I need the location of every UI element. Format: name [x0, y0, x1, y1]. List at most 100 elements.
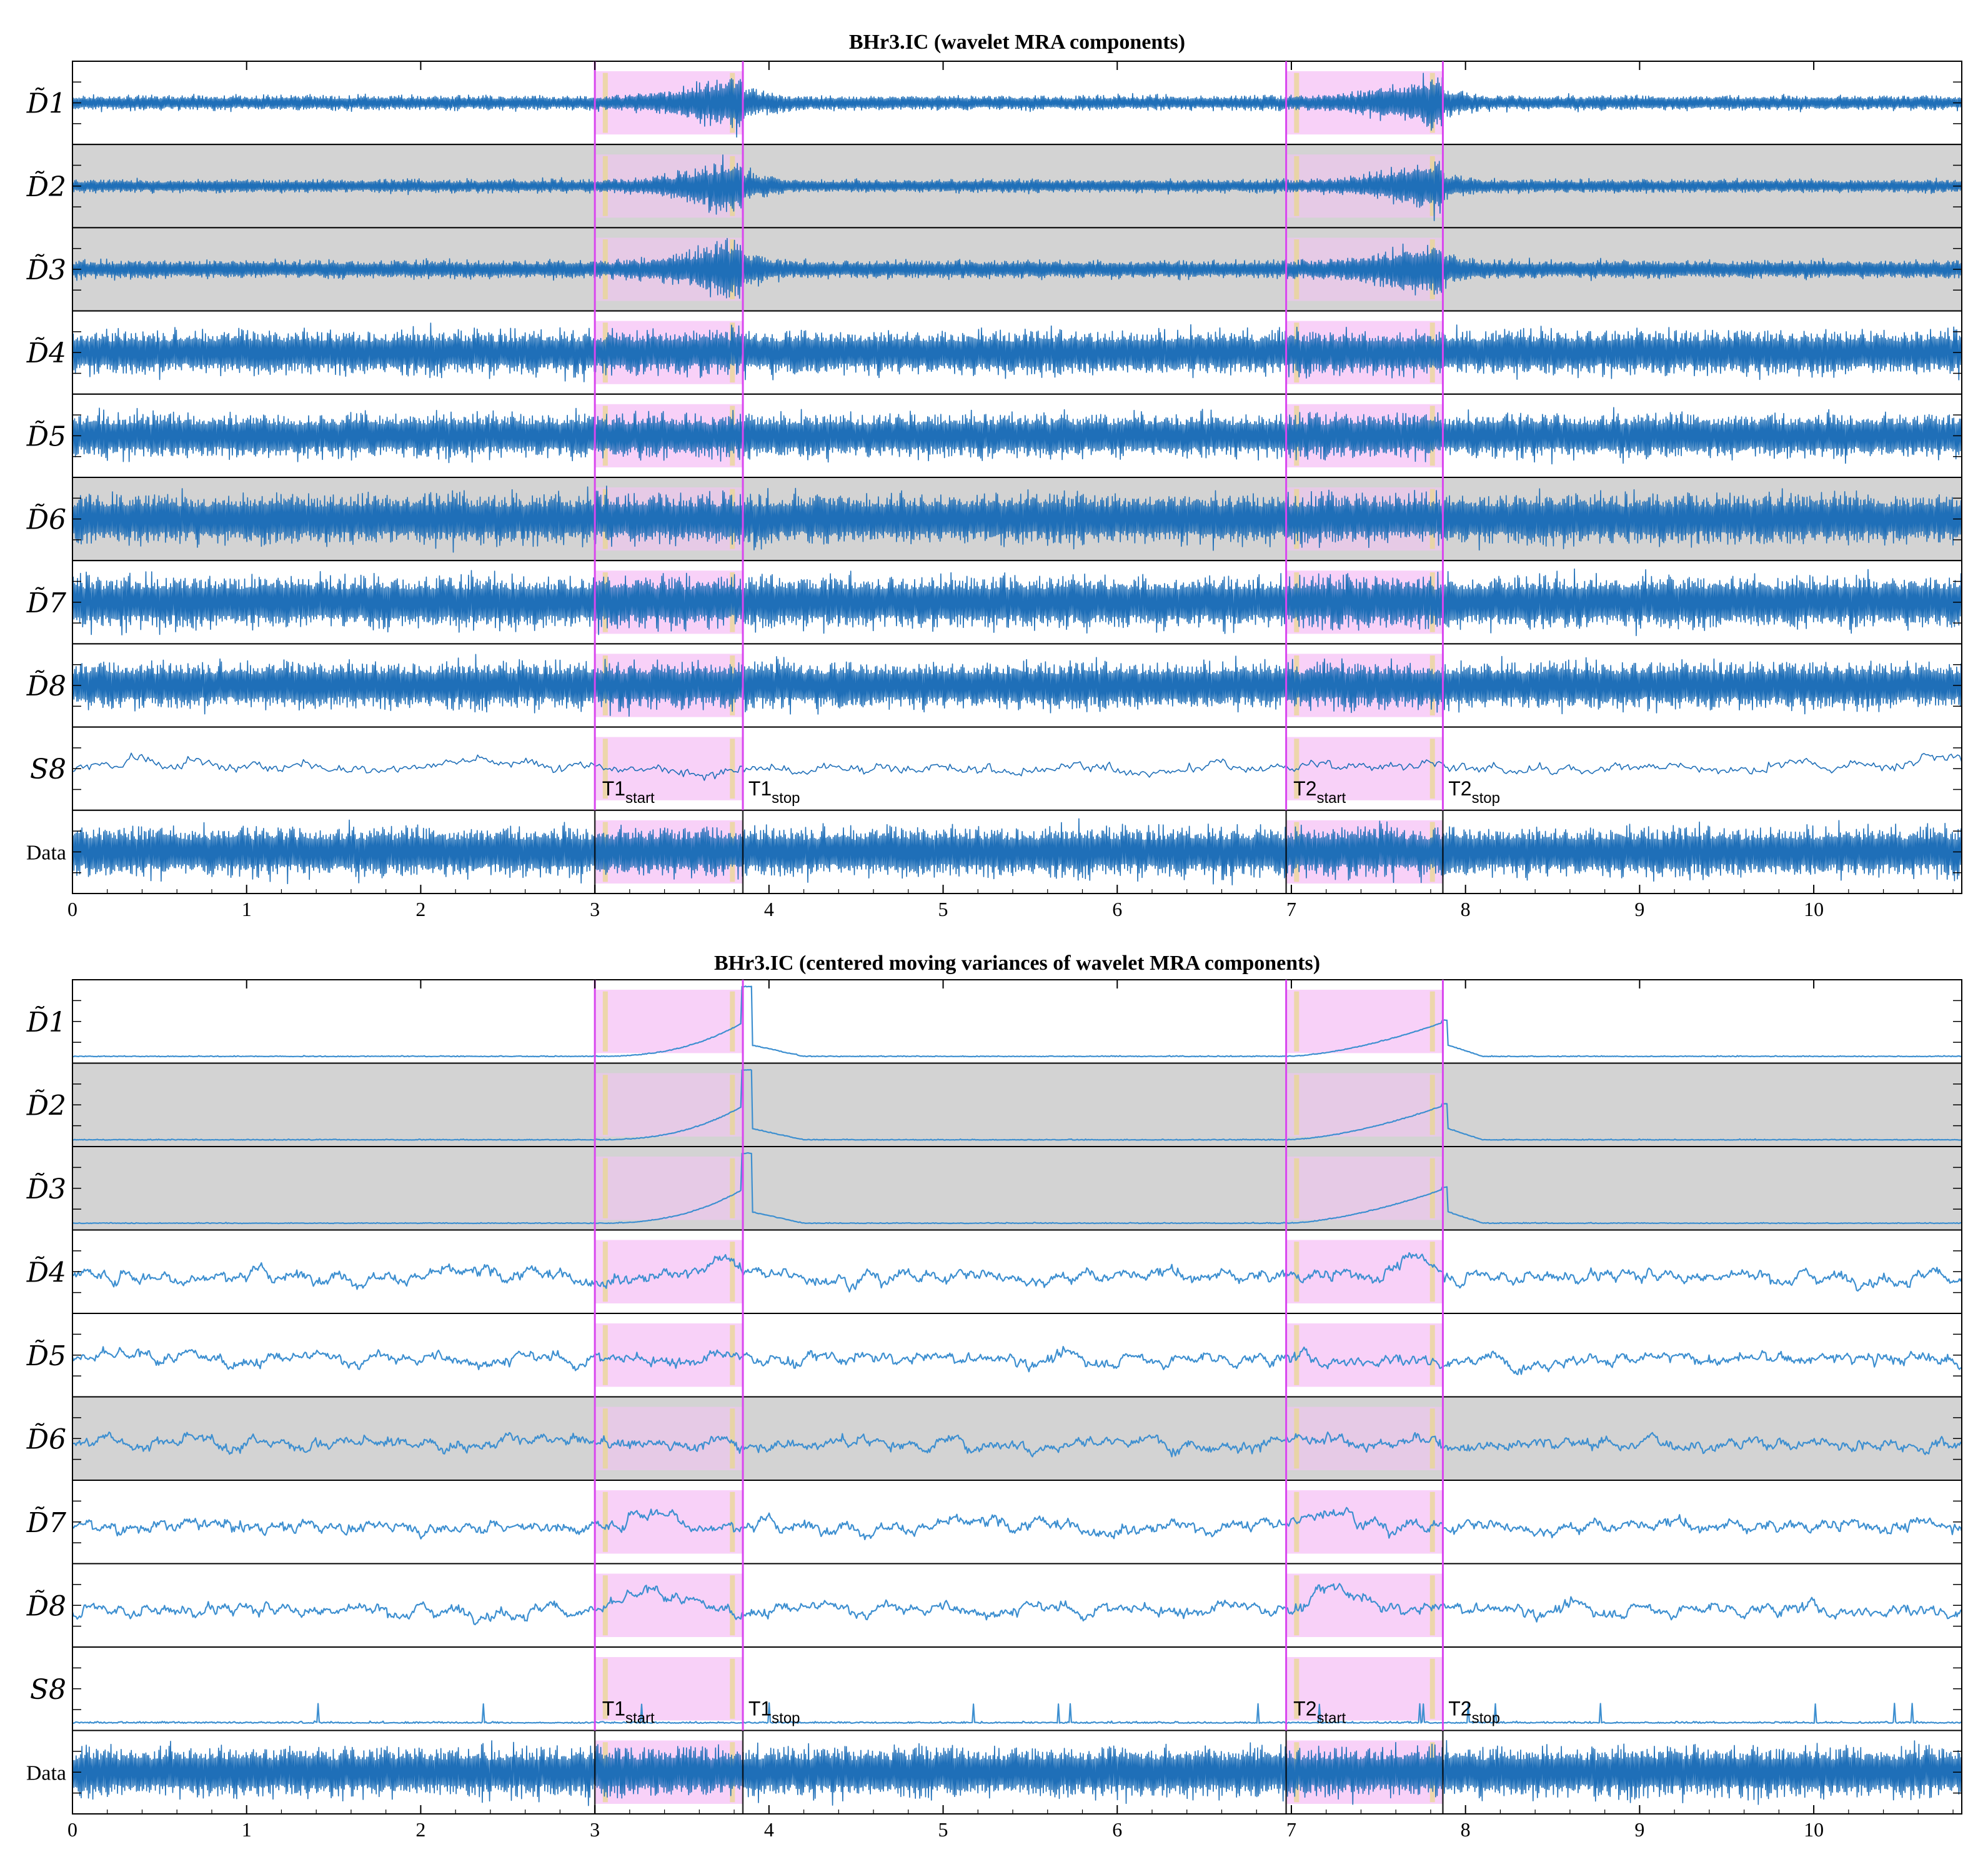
event-marker — [730, 1575, 735, 1636]
row-2: D̃2 — [26, 1062, 1962, 1147]
row-7: D̃7 — [26, 560, 1962, 645]
series-line — [72, 752, 1962, 781]
row-6: D̃6 — [26, 477, 1962, 562]
series-line — [72, 1152, 1962, 1225]
event-marker — [730, 739, 735, 799]
row-label: S8 — [30, 1674, 66, 1706]
mra-components-figure: BHr3.IC (wavelet MRA components) D̃1 D̃2 D̃… — [26, 31, 1962, 920]
series-line — [72, 568, 1962, 637]
row-7: D̃7 — [26, 1480, 1963, 1565]
series-line — [72, 654, 1962, 717]
x-tick-label: 1 — [242, 1818, 252, 1841]
event-marker — [1429, 739, 1435, 799]
x-tick-label: 4 — [764, 1818, 774, 1841]
row-background — [72, 1396, 1962, 1480]
event-marker — [1429, 1158, 1435, 1218]
row-label: D̃5 — [26, 1339, 66, 1372]
series-line — [72, 154, 1962, 221]
row-label: D̃6 — [26, 1422, 66, 1455]
event-marker — [1429, 1075, 1435, 1135]
row-label: D̃2 — [26, 1088, 66, 1122]
x-tick-label: 6 — [1112, 1818, 1122, 1841]
series-line — [72, 1431, 1962, 1458]
row-label: D̃5 — [26, 419, 66, 452]
series-line — [72, 72, 1962, 138]
highlight-region — [595, 1490, 743, 1554]
series-line — [72, 985, 1962, 1058]
event-label: T1stop — [748, 1697, 800, 1726]
row-label: D̃7 — [26, 1506, 66, 1539]
x-tick-label: 0 — [67, 1818, 77, 1841]
row-label: D̃6 — [26, 503, 66, 536]
event-marker — [730, 1408, 735, 1469]
row-label: Data — [26, 1761, 66, 1785]
event-marker — [1429, 1491, 1435, 1552]
row-2: D̃2 — [26, 144, 1962, 229]
series-line — [72, 1068, 1962, 1141]
event-label: T1start — [602, 777, 655, 807]
event-label: T1stop — [748, 777, 800, 807]
x-tick-label: 6 — [1112, 898, 1122, 920]
x-tick-label: 9 — [1634, 898, 1644, 920]
event-marker — [602, 1491, 608, 1552]
highlight-region — [1286, 1490, 1443, 1554]
event-marker — [1429, 991, 1435, 1052]
series-line — [72, 237, 1962, 299]
highlight-region — [1286, 1573, 1443, 1637]
x-tick-label: 0 — [67, 898, 77, 920]
highlight-region — [595, 737, 743, 800]
event-label: T2stop — [1448, 1697, 1500, 1726]
event-marker — [1294, 1158, 1300, 1218]
x-tick-label: 8 — [1461, 1818, 1471, 1841]
row-background — [72, 1647, 1962, 1731]
series-line — [72, 407, 1962, 465]
series-line — [72, 322, 1962, 382]
series-line — [71, 1583, 1962, 1626]
event-marker — [1294, 1408, 1300, 1469]
highlight-region — [595, 1240, 743, 1303]
row-label: D̃8 — [26, 669, 66, 702]
row-label: D̃1 — [26, 1005, 66, 1038]
chart-title: BHr3.IC (wavelet MRA components) — [849, 31, 1185, 54]
highlight-region — [1286, 1073, 1443, 1137]
highlight-region — [1286, 1657, 1443, 1721]
event-label: T2start — [1293, 1697, 1346, 1726]
event-marker — [730, 1325, 735, 1385]
row-background — [72, 727, 1962, 810]
row-4: D̃4 — [26, 310, 1962, 395]
highlight-region — [595, 1573, 743, 1637]
series-line — [72, 485, 1962, 553]
event-marker — [1429, 1658, 1435, 1719]
series-line — [72, 1506, 1963, 1540]
highlight-region — [1286, 990, 1443, 1053]
x-tick-label: 2 — [415, 898, 425, 920]
row-background — [72, 1563, 1962, 1647]
x-tick-label: 2 — [415, 1818, 425, 1841]
row-label: D̃2 — [26, 170, 66, 203]
row-8: D̃8 — [26, 1563, 1962, 1648]
x-tick-label: 10 — [1804, 898, 1824, 920]
x-tick-label: 8 — [1461, 898, 1471, 920]
row-label: D̃4 — [26, 336, 66, 369]
chart-title: BHr3.IC (centered moving variances of wa… — [714, 952, 1320, 975]
highlight-region — [595, 1657, 743, 1721]
row-background — [72, 980, 1962, 1063]
event-marker — [1294, 991, 1300, 1052]
row-label: D̃4 — [26, 1255, 66, 1288]
row-label: D̃1 — [26, 87, 66, 120]
event-marker — [602, 1158, 608, 1218]
x-tick-label: 3 — [590, 1818, 600, 1841]
row-background — [72, 1230, 1962, 1313]
row-label: Data — [26, 841, 66, 864]
row-5: D̃5 — [26, 1313, 1962, 1398]
event-marker — [730, 1658, 735, 1719]
x-tick-label: 7 — [1286, 898, 1296, 920]
series-line — [71, 1346, 1962, 1375]
row-1: D̃1 — [26, 979, 1962, 1064]
event-marker — [730, 991, 735, 1052]
x-tick-label: 5 — [938, 898, 948, 920]
event-marker — [1294, 1658, 1300, 1719]
x-tick-label: 10 — [1804, 1818, 1824, 1841]
x-tick-label: 3 — [590, 898, 600, 920]
